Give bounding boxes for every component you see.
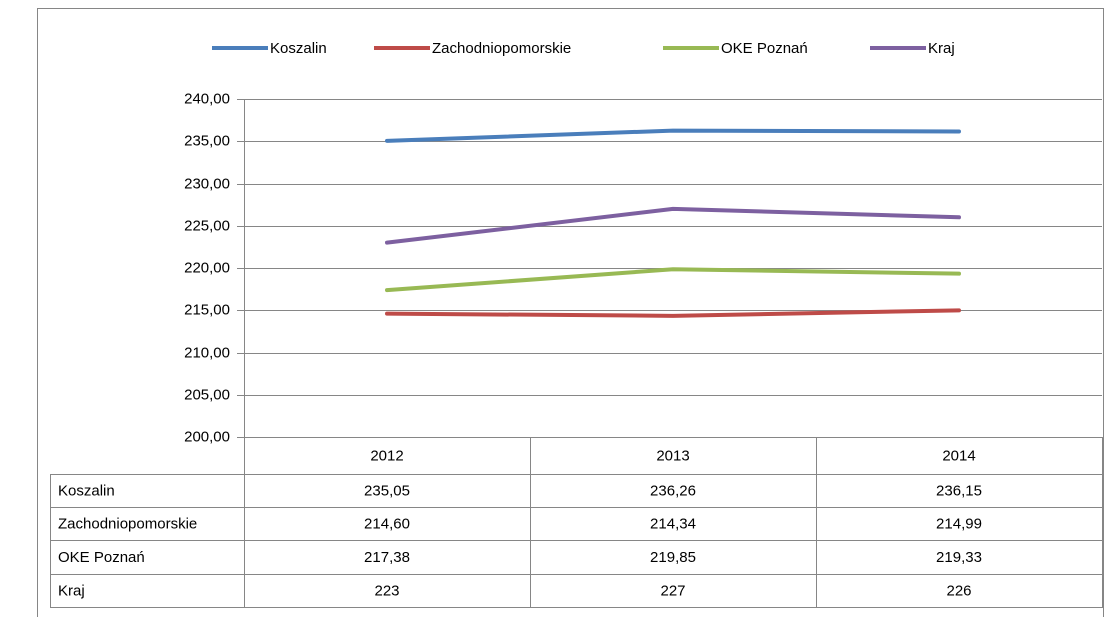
row-label: Kraj xyxy=(58,582,85,599)
x-tick-label: 2012 xyxy=(370,447,403,464)
series-line xyxy=(385,308,961,318)
table-value: 227 xyxy=(660,582,685,599)
table-value: 223 xyxy=(374,582,399,599)
table-value: 219,85 xyxy=(650,549,696,566)
table-value: 214,99 xyxy=(936,515,982,532)
y-tick-label: 220,00 xyxy=(184,259,230,276)
y-tick-label: 200,00 xyxy=(184,428,230,445)
chart-frame xyxy=(37,8,1104,617)
y-tick-label: 240,00 xyxy=(184,90,230,107)
table-value: 235,05 xyxy=(364,482,410,499)
row-label: Zachodniopomorskie xyxy=(58,515,197,532)
y-tick-label: 205,00 xyxy=(184,386,230,403)
table-value: 214,34 xyxy=(650,515,696,532)
y-tick-label: 225,00 xyxy=(184,217,230,234)
table-value: 214,60 xyxy=(364,515,410,532)
row-label: Koszalin xyxy=(58,482,115,499)
table-value: 217,38 xyxy=(364,549,410,566)
y-tick-label: 215,00 xyxy=(184,301,230,318)
series-line xyxy=(385,267,961,293)
series-line xyxy=(385,128,961,143)
table-value: 236,26 xyxy=(650,482,696,499)
legend-label: Koszalin xyxy=(270,40,327,57)
table-value: 236,15 xyxy=(936,482,982,499)
row-label: OKE Poznań xyxy=(58,549,145,566)
y-tick-label: 210,00 xyxy=(184,344,230,361)
legend-label: Kraj xyxy=(928,40,955,57)
series-line xyxy=(385,206,961,245)
table-value: 226 xyxy=(946,582,971,599)
table-cell xyxy=(816,574,1103,608)
y-tick-label: 230,00 xyxy=(184,175,230,192)
legend-label: OKE Poznań xyxy=(721,40,808,57)
legend-label: Zachodniopomorskie xyxy=(432,40,571,57)
x-tick-label: 2013 xyxy=(656,447,689,464)
y-tick-label: 235,00 xyxy=(184,132,230,149)
table-value: 219,33 xyxy=(936,549,982,566)
x-tick-label: 2014 xyxy=(942,447,975,464)
